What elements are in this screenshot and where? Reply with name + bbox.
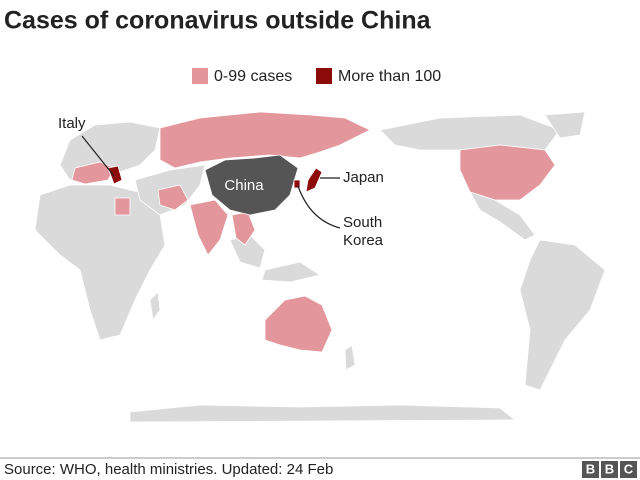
country-label: South: [343, 214, 382, 231]
land: [344, 344, 356, 371]
land: [469, 191, 536, 241]
legend-swatch: [192, 68, 208, 84]
world-map: [34, 111, 606, 423]
china: [204, 154, 299, 216]
legend: 0-99 cases More than 100: [192, 68, 441, 85]
country-affected: [159, 111, 371, 169]
land: [149, 291, 161, 322]
country-label: China: [224, 177, 264, 194]
country-label: Japan: [343, 169, 384, 186]
source: Source: WHO, health ministries. Updated:…: [4, 461, 333, 478]
country-affected: [114, 197, 131, 216]
legend-swatch: [316, 68, 332, 84]
country-affected: [157, 184, 189, 211]
leader-line: [81, 135, 115, 177]
title: Cases of coronavirus outside China: [4, 7, 432, 35]
land: [129, 404, 517, 423]
country-affected: [459, 144, 556, 201]
logo-letter: C: [624, 461, 634, 476]
land: [544, 111, 586, 139]
annotations: Italy China Japan South Korea: [58, 115, 384, 249]
logo-letter: B: [605, 461, 614, 476]
land: [261, 261, 322, 283]
logo-box: [601, 461, 618, 478]
legend-label: More than 100: [338, 68, 441, 85]
land: [379, 114, 561, 151]
legend-label: 0-99 cases: [214, 68, 292, 85]
country-affected: [293, 179, 301, 189]
country-label: Italy: [58, 115, 86, 132]
land: [34, 184, 166, 341]
logo-box: [582, 461, 599, 478]
logo-letter: B: [586, 461, 595, 476]
land: [519, 239, 606, 391]
logo-box: [620, 461, 637, 478]
country-affected: [305, 167, 323, 193]
leader-line: [297, 185, 341, 229]
country-affected: [264, 295, 333, 353]
country-affected: [189, 199, 229, 256]
country-affected: [71, 161, 116, 185]
country-affected: [107, 165, 123, 185]
logo: B B C: [582, 461, 637, 478]
country-label: Korea: [343, 232, 384, 249]
